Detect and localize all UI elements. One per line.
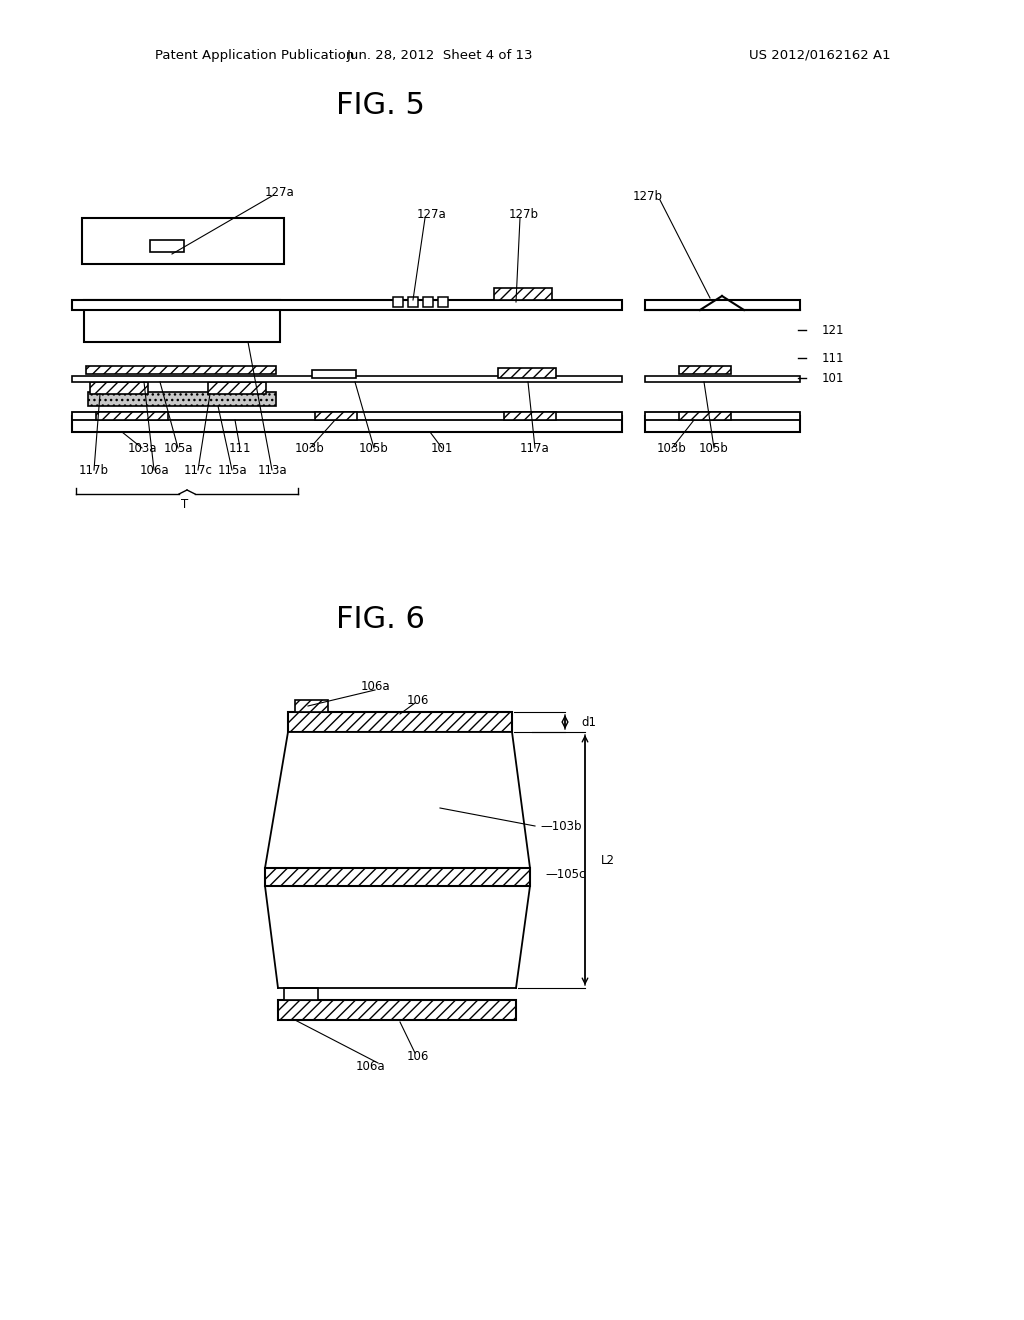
Text: Patent Application Publication: Patent Application Publication — [155, 49, 354, 62]
Text: 105b: 105b — [699, 441, 729, 454]
Bar — [315, 412, 357, 420]
Polygon shape — [265, 733, 530, 869]
Bar — [96, 412, 168, 420]
Bar — [72, 416, 622, 432]
Text: Jun. 28, 2012  Sheet 4 of 13: Jun. 28, 2012 Sheet 4 of 13 — [347, 49, 534, 62]
Text: 127b: 127b — [633, 190, 663, 202]
Bar — [72, 376, 622, 381]
Text: 106a: 106a — [139, 463, 169, 477]
Text: 127a: 127a — [265, 186, 295, 199]
Bar — [498, 368, 556, 378]
Bar — [288, 711, 512, 733]
Text: 106: 106 — [407, 1049, 429, 1063]
Bar — [72, 300, 622, 310]
Text: 117c: 117c — [183, 463, 212, 477]
Bar — [312, 370, 356, 378]
Text: L2: L2 — [601, 854, 615, 866]
Bar — [679, 366, 731, 374]
Bar — [494, 288, 552, 300]
Bar — [278, 1001, 516, 1020]
Text: 105b: 105b — [359, 441, 389, 454]
Bar — [504, 412, 556, 420]
Bar — [90, 381, 148, 393]
Text: 115a: 115a — [217, 463, 247, 477]
Text: d1: d1 — [581, 715, 596, 729]
Text: 117b: 117b — [79, 463, 109, 477]
Bar — [284, 987, 318, 1001]
Text: FIG. 5: FIG. 5 — [336, 91, 424, 120]
Text: 113a: 113a — [257, 463, 287, 477]
Bar — [438, 297, 449, 308]
Text: 106a: 106a — [355, 1060, 385, 1072]
Bar — [295, 700, 328, 711]
Bar — [679, 412, 731, 420]
Bar — [72, 412, 622, 420]
Text: 106a: 106a — [360, 680, 390, 693]
Bar — [82, 218, 284, 264]
Bar — [86, 366, 276, 374]
Bar — [645, 416, 800, 432]
Text: 111: 111 — [822, 351, 845, 364]
Bar — [265, 869, 530, 886]
Text: 103b: 103b — [295, 441, 325, 454]
Text: —103b: —103b — [540, 820, 582, 833]
Text: 101: 101 — [822, 371, 845, 384]
Bar — [408, 297, 418, 308]
Text: 103b: 103b — [657, 441, 687, 454]
Text: 121: 121 — [822, 323, 845, 337]
Text: T: T — [181, 498, 188, 511]
Text: 105a: 105a — [163, 441, 193, 454]
Text: 117a: 117a — [520, 441, 550, 454]
Bar — [150, 240, 184, 252]
Text: —105c: —105c — [545, 869, 586, 882]
Text: 101: 101 — [431, 441, 454, 454]
Text: 127b: 127b — [509, 207, 539, 220]
Text: 127a: 127a — [417, 207, 446, 220]
Bar — [645, 376, 800, 381]
Bar — [645, 300, 800, 310]
Bar — [88, 392, 276, 407]
Bar — [423, 297, 433, 308]
Text: 106: 106 — [407, 693, 429, 706]
Bar — [208, 381, 266, 393]
Text: US 2012/0162162 A1: US 2012/0162162 A1 — [750, 49, 891, 62]
Bar — [645, 412, 800, 420]
Bar — [393, 297, 403, 308]
Text: FIG. 6: FIG. 6 — [336, 606, 424, 635]
Text: 111: 111 — [228, 441, 251, 454]
Bar — [84, 300, 280, 342]
Text: 103a: 103a — [127, 441, 157, 454]
